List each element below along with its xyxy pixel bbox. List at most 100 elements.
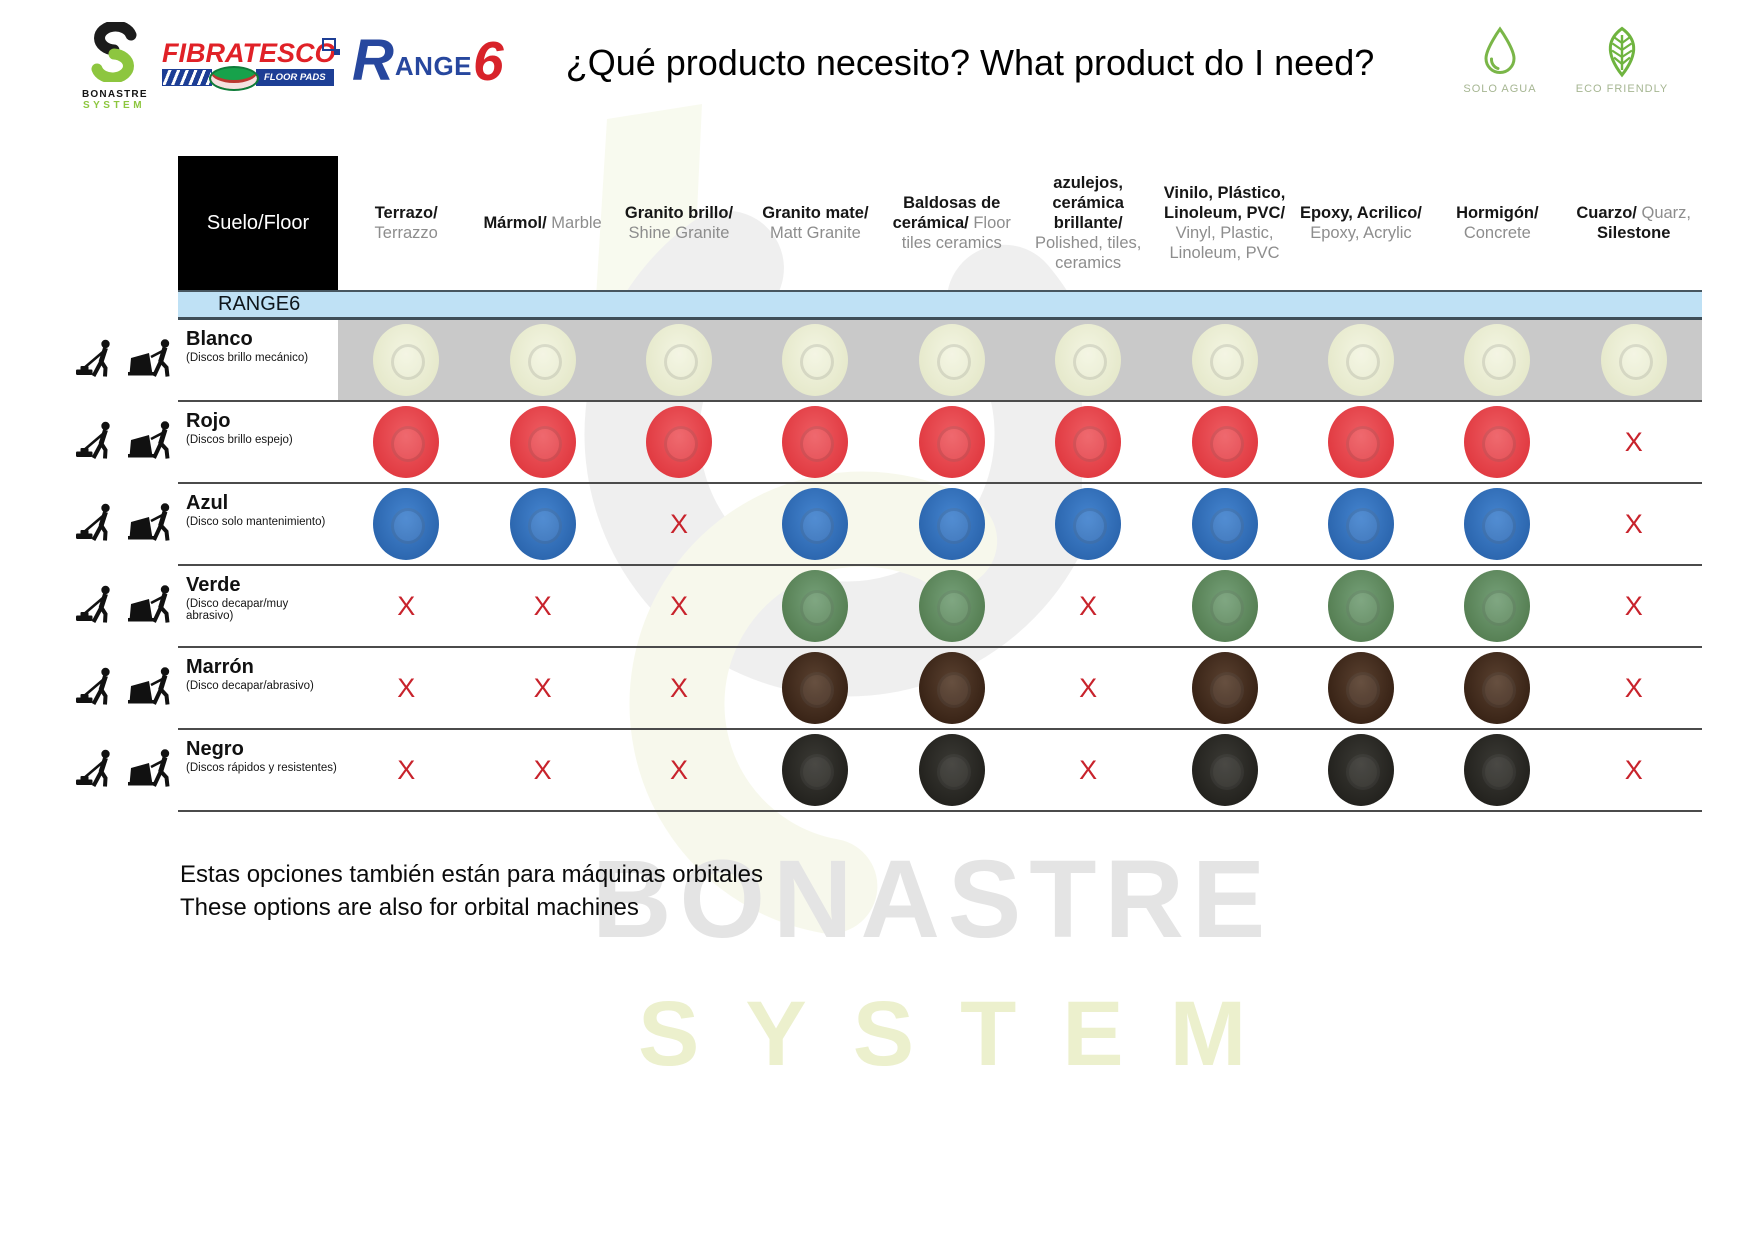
cell-negro-granito-mate	[747, 730, 883, 810]
cell-rojo-granito-mate	[747, 402, 883, 482]
column-header-segment: Baldosas de cerámica/	[892, 193, 1001, 232]
row-marron: Marrón (Disco decapar/abrasivo) X X X X X	[76, 648, 1702, 730]
column-header-azulejos: azulejos, cerámica brillante/ Polished, …	[1020, 156, 1156, 290]
note-en: These options are also for orbital machi…	[180, 894, 639, 921]
column-header-segment: Concrete	[1463, 224, 1531, 242]
cell-azul-baldosas	[884, 484, 1020, 564]
blanco-pad	[1191, 324, 1258, 396]
x-mark: X	[669, 754, 688, 785]
column-header-epoxy: Epoxy, Acrilico/ Epoxy, Acrylic	[1293, 156, 1429, 290]
cell-negro-terrazo: X	[338, 730, 474, 810]
single-disc-machine-icon	[76, 749, 110, 787]
x-mark: X	[1079, 590, 1098, 621]
cell-rojo-marmol	[474, 402, 610, 482]
column-header-segment: Marble	[551, 213, 602, 232]
blanco-pad	[918, 324, 985, 396]
x-mark: X	[533, 754, 552, 785]
column-header-marmol: Mármol/ Marble	[474, 156, 610, 290]
rojo-pad	[1191, 406, 1258, 478]
azul-pad	[918, 488, 985, 560]
cell-blanco-hormigon	[1429, 320, 1565, 400]
rojo-pad	[782, 406, 849, 478]
cell-rojo-cuarzo: X	[1566, 402, 1702, 482]
machine-icons	[74, 584, 175, 626]
column-header-terrazo: Terrazo/ Terrazzo	[338, 156, 474, 290]
single-disc-machine-icon	[76, 339, 110, 377]
fibratesco-tagline: FLOOR PADS	[256, 69, 334, 86]
column-header-vinilo: Vinilo, Plástico, Linoleum, PVC/ Vinyl, …	[1156, 156, 1292, 290]
column-header-segment: azulejos, cerámica brillante/	[1052, 173, 1124, 232]
verde-pad	[1191, 570, 1258, 642]
negro-pad	[1464, 734, 1531, 806]
single-disc-machine-icon	[76, 503, 110, 541]
marron-pad	[782, 652, 849, 724]
row-azul: Azul (Disco solo mantenimiento) X X	[76, 484, 1702, 566]
azul-pad	[373, 488, 440, 560]
cell-azul-epoxy	[1293, 484, 1429, 564]
table-header-row: Suelo/Floor Terrazo/ Terrazzo Mármol/ Mar…	[178, 140, 1702, 290]
column-header-segment: Cuarzo/	[1576, 203, 1637, 222]
rojo-pad	[1055, 406, 1122, 478]
solo-agua-badge: SOLO AGUA	[1448, 26, 1552, 95]
column-header-segment: Terrazzo	[374, 224, 438, 242]
column-header-segment: Epoxy, Acrylic	[1310, 224, 1412, 242]
row-name: Azul	[186, 492, 229, 514]
x-mark: X	[669, 672, 688, 703]
azul-pad	[1327, 488, 1394, 560]
row-label-negro: Negro (Discos rápidos y resistentes)	[76, 730, 338, 810]
fibratesco-logo: FIBRATESCO FLOOR PADS	[162, 38, 340, 91]
cell-verde-vinilo	[1156, 566, 1292, 646]
machine-icons	[74, 420, 175, 462]
single-disc-machine-icon	[76, 585, 110, 623]
water-drop-icon	[1484, 26, 1516, 74]
range6-logo-r: R	[352, 28, 394, 93]
column-header-segment: Terrazo/	[374, 203, 438, 222]
row-desc: (Discos brillo mecánico)	[186, 352, 309, 364]
row-name: Rojo	[186, 410, 231, 432]
cell-marron-granito-brillo: X	[611, 648, 747, 728]
cell-azul-hormigon	[1429, 484, 1565, 564]
leaf-icon	[1608, 26, 1636, 78]
x-mark: X	[397, 672, 416, 703]
fibratesco-wordmark: FIBRATESCO	[162, 38, 336, 68]
cell-rojo-granito-brillo	[611, 402, 747, 482]
rojo-pad	[1327, 406, 1394, 478]
x-mark: X	[1624, 508, 1643, 539]
cell-rojo-epoxy	[1293, 402, 1429, 482]
cell-azul-cuarzo: X	[1566, 484, 1702, 564]
cell-verde-hormigon	[1429, 566, 1565, 646]
verde-pad	[1464, 570, 1531, 642]
bonastre-logo-text-bottom: SYSTEM	[82, 100, 146, 111]
machine-icons	[74, 502, 175, 544]
row-desc: (Disco decapar/muy abrasivo)	[186, 598, 289, 622]
cell-verde-epoxy	[1293, 566, 1429, 646]
negro-pad	[1191, 734, 1258, 806]
cell-verde-baldosas	[884, 566, 1020, 646]
cell-marron-vinilo	[1156, 648, 1292, 728]
row-desc: (Discos brillo espejo)	[186, 434, 293, 446]
verde-pad	[782, 570, 849, 642]
column-header-segment: Shine Granite	[628, 224, 730, 242]
rojo-pad	[509, 406, 576, 478]
rojo-pad	[1464, 406, 1531, 478]
row-desc: (Disco decapar/abrasivo)	[186, 680, 314, 692]
cell-azul-marmol	[474, 484, 610, 564]
cell-verde-granito-mate	[747, 566, 883, 646]
cell-negro-baldosas	[884, 730, 1020, 810]
solo-agua-label: SOLO AGUA	[1463, 83, 1537, 95]
machine-icons	[74, 748, 175, 790]
column-header-granito-mate: Granito mate/ Matt Granite	[747, 156, 883, 290]
walk-behind-machine-icon	[128, 339, 170, 377]
blanco-pad	[645, 324, 712, 396]
machine-icons	[74, 666, 175, 708]
column-header-segment: Floor tiles ceramics	[901, 213, 1011, 253]
walk-behind-machine-icon	[128, 503, 170, 541]
column-header-segment: Vinyl, Plastic, Linoleum, PVC	[1169, 224, 1280, 263]
footer-notes: Estas opciones también están para máquin…	[180, 858, 763, 924]
cell-negro-marmol: X	[474, 730, 610, 810]
blanco-pad	[373, 324, 440, 396]
walk-behind-machine-icon	[128, 421, 170, 459]
row-name: Verde	[186, 574, 241, 596]
x-mark: X	[1624, 672, 1643, 703]
